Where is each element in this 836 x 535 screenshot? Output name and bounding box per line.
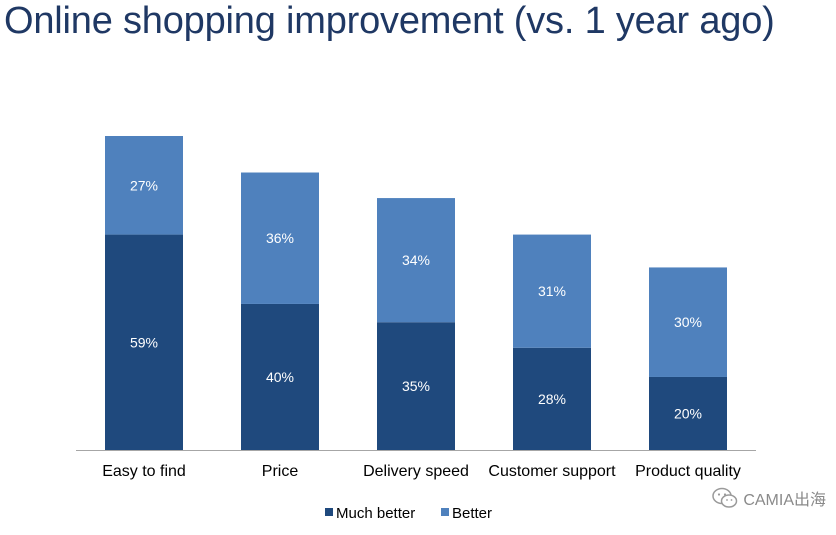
bars-group: 59% 27% 40% 36% 35% 34% 28% 31% 20% 30%: [105, 136, 727, 450]
x-tick-label-2: Price: [262, 463, 299, 480]
data-label-better-5: 30%: [674, 314, 702, 330]
chart-title: Online shopping improvement (vs. 1 year …: [4, 0, 775, 42]
data-label-better-2: 36%: [266, 230, 294, 246]
data-label-better-1: 27%: [130, 177, 158, 193]
x-tick-label-1: Easy to find: [102, 463, 186, 480]
legend-label-better: Better: [452, 505, 492, 522]
bar-much-better-4: [513, 347, 591, 450]
watermark: CAMIA出海: [712, 486, 826, 510]
data-label-much-better-5: 20%: [674, 405, 702, 421]
bar-better-1: [105, 136, 183, 235]
bar-better-3: [377, 198, 455, 323]
legend: Much better Better: [325, 505, 492, 522]
watermark-text: CAMIA出海: [743, 492, 826, 509]
x-tick-label-3: Delivery speed: [363, 463, 469, 480]
data-label-much-better-4: 28%: [538, 391, 566, 407]
bar-much-better-1: [105, 234, 183, 450]
bar-much-better-5: [649, 376, 727, 450]
legend-label-much-better: Much better: [336, 505, 415, 522]
x-tick-label-5: Product quality: [635, 463, 741, 480]
bar-better-2: [241, 172, 319, 304]
bar-better-5: [649, 267, 727, 377]
legend-swatch-better: [441, 508, 449, 516]
data-label-much-better-1: 59%: [130, 334, 158, 350]
bar-much-better-3: [377, 322, 455, 450]
data-label-better-3: 34%: [402, 252, 430, 268]
bar-better-4: [513, 234, 591, 348]
x-tick-label-4: Customer support: [488, 463, 616, 480]
tick-labels-group: Easy to find Price Delivery speed Customer …: [102, 463, 741, 480]
wechat-icon: [712, 487, 738, 508]
data-label-much-better-3: 35%: [402, 378, 430, 394]
data-label-better-4: 31%: [538, 283, 566, 299]
data-label-much-better-2: 40%: [266, 369, 294, 385]
bar-much-better-2: [241, 303, 319, 450]
legend-swatch-much-better: [325, 508, 333, 516]
